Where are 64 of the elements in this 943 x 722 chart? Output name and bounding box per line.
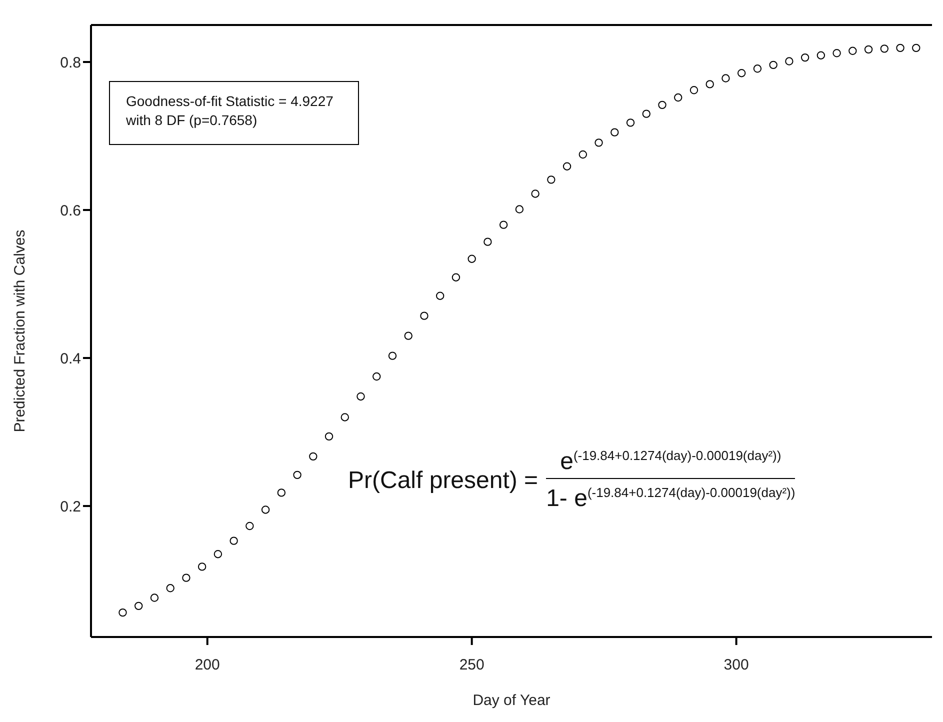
y-tick-label: 0.6 — [60, 202, 81, 220]
point — [150, 594, 159, 602]
point — [722, 74, 730, 82]
point — [769, 60, 778, 70]
point — [372, 372, 381, 381]
point — [166, 584, 174, 592]
x-tick-label: 300 — [724, 656, 749, 674]
point — [674, 93, 682, 102]
point — [737, 69, 746, 78]
point — [531, 190, 540, 198]
point — [706, 80, 714, 88]
point — [626, 118, 635, 127]
point — [309, 452, 318, 461]
point — [484, 238, 492, 246]
point — [610, 128, 619, 136]
point — [864, 45, 873, 54]
point — [912, 44, 920, 52]
point — [293, 470, 302, 480]
point — [277, 488, 286, 497]
annotation: e$^{(-19.84+0.1274(day)-0.00019(day²))}$ — [546, 448, 796, 479]
point — [800, 53, 810, 62]
point — [452, 273, 460, 282]
annotation: Pr(Calf present) = — [348, 466, 538, 494]
annotation: 1- e$^{(-19.84+0.1274(day)-0.00019(day²))}$ — [546, 484, 796, 513]
point — [658, 100, 666, 110]
point — [198, 562, 206, 571]
point — [848, 46, 857, 55]
point — [404, 332, 412, 340]
point — [832, 49, 841, 58]
point — [753, 64, 762, 73]
point — [880, 44, 888, 53]
point — [246, 522, 254, 530]
x-tick-label: 250 — [459, 656, 484, 674]
point — [340, 413, 349, 422]
y-tick-label: 0.8 — [60, 54, 81, 72]
point — [436, 292, 444, 300]
point — [324, 432, 334, 441]
point — [562, 162, 572, 170]
y-axis-title: Predicted Fraction with Calves — [11, 230, 28, 432]
point — [134, 602, 143, 610]
point — [515, 205, 524, 214]
x-tick-label: 200 — [194, 656, 220, 674]
point — [785, 57, 794, 66]
point — [261, 506, 270, 514]
point — [594, 138, 603, 147]
point — [356, 392, 365, 401]
y-tick-label: 0.2 — [60, 498, 81, 516]
point — [896, 44, 904, 52]
annotation: Goodness-of-fit Statistic = 4.9227 with 8 DF (p=0.7658) — [109, 81, 359, 145]
y-tick-label: 0.4 — [60, 350, 81, 368]
point — [642, 110, 650, 118]
x-axis-title: Day of Year — [472, 692, 550, 709]
point — [499, 220, 508, 229]
point — [578, 150, 588, 159]
point — [816, 51, 826, 60]
point — [690, 86, 698, 94]
point — [547, 176, 556, 184]
point — [230, 536, 238, 545]
point — [388, 352, 397, 360]
point — [468, 254, 476, 263]
point — [182, 574, 190, 582]
point — [118, 608, 127, 617]
point — [214, 550, 222, 558]
point — [420, 312, 428, 320]
